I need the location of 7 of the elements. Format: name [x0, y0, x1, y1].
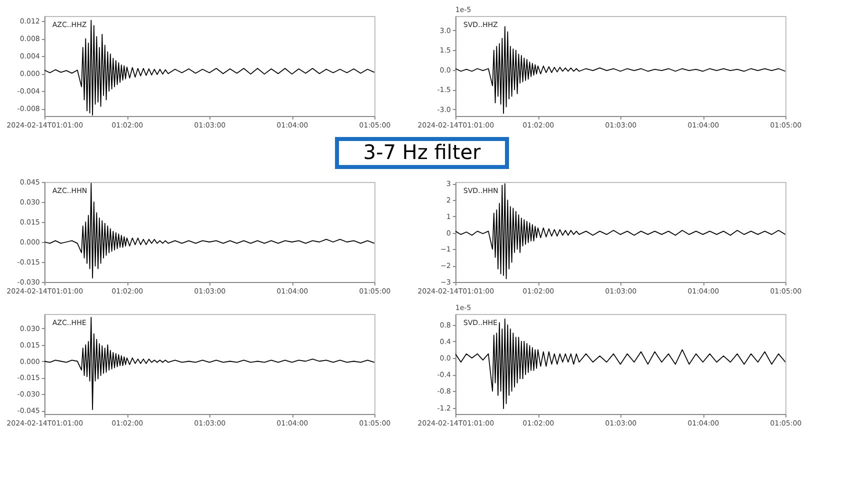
line-series: [44, 20, 374, 116]
line-series: [455, 183, 786, 280]
line-series: [455, 318, 786, 410]
line-series: [44, 182, 374, 278]
text: 3-7 Hz filter: [363, 140, 482, 164]
line-series: [44, 316, 374, 410]
line-series: [455, 26, 786, 114]
